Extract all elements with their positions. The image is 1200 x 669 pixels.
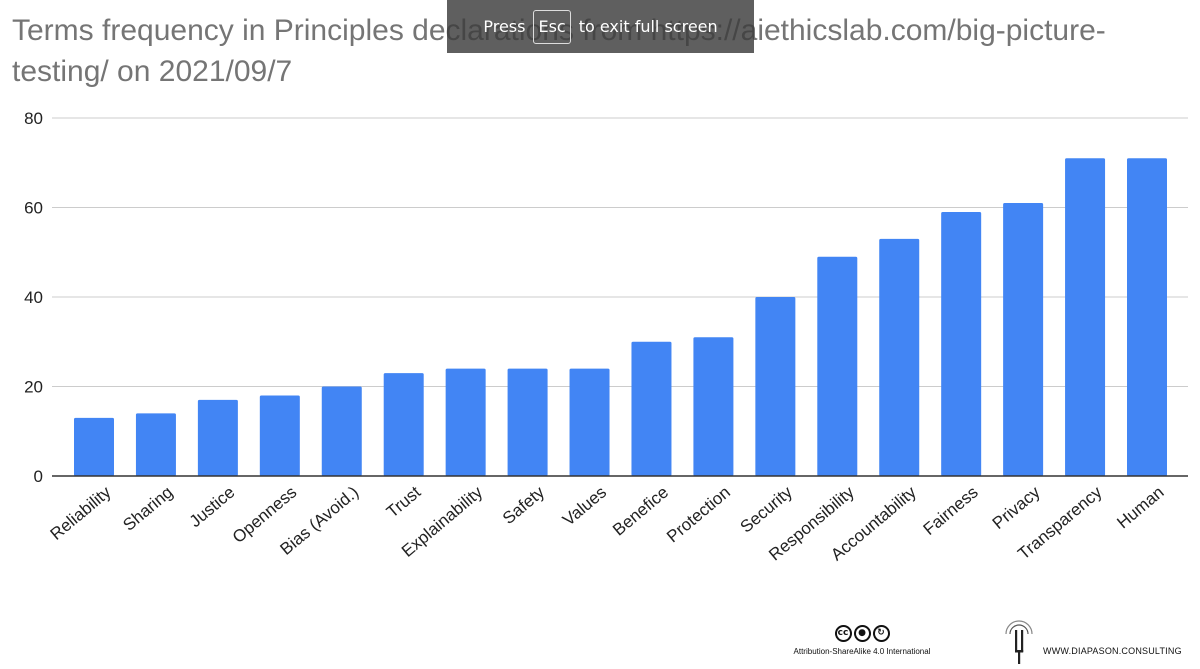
bar [135,413,176,476]
category-label: Values [559,483,610,530]
license-text: Attribution-ShareAlike 4.0 International [793,647,931,656]
license-badge[interactable]: cc ● ↻ Attribution-ShareAlike 4.0 Intern… [782,625,942,656]
bar [693,337,734,476]
category-label: Justice [186,483,239,532]
cc-icons: cc ● ↻ [782,625,942,642]
bar [817,256,858,476]
fullscreen-exit-text: to exit full screen [578,17,718,36]
gridlines [52,117,1188,387]
category-label: Security [737,482,797,536]
bar [507,368,548,476]
by-icon: ● [853,625,871,642]
y-axis-ticks: 0 20 40 60 80 [24,109,43,486]
y-tick-label: 60 [24,199,43,218]
bar [321,386,362,476]
bar [1065,158,1106,476]
y-tick-label: 80 [24,109,43,128]
category-label: Safety [499,482,549,528]
bar [1127,158,1167,476]
sa-icon: ↻ [872,625,890,642]
bar [1003,203,1044,476]
bar [755,297,796,476]
y-tick-label: 40 [24,288,43,307]
bar [259,395,300,476]
bar [74,417,114,476]
fullscreen-notice: Press Esc to exit full screen [447,0,754,53]
category-label: Protection [663,483,734,547]
cc-icon: cc [834,625,852,642]
fullscreen-press-text: Press [483,17,526,36]
tuning-fork-icon [1005,620,1033,664]
bar [569,368,610,476]
bar [197,399,238,476]
category-label: Privacy [989,482,1044,533]
category-label: Reliability [47,482,115,544]
bar [631,341,672,476]
category-label: Sharing [119,483,176,535]
brand-url[interactable]: WWW.DIAPASON.CONSULTING [1043,646,1182,656]
bar [941,211,982,476]
category-label: Human [1113,483,1167,533]
bar [879,238,920,476]
category-label: Fairness [920,483,982,539]
y-tick-label: 0 [34,467,43,486]
category-label: Trust [383,482,425,521]
esc-key-badge: Esc [533,9,571,44]
y-tick-label: 20 [24,378,43,397]
bars [74,158,1167,476]
bar [383,373,424,476]
bar [445,368,486,476]
